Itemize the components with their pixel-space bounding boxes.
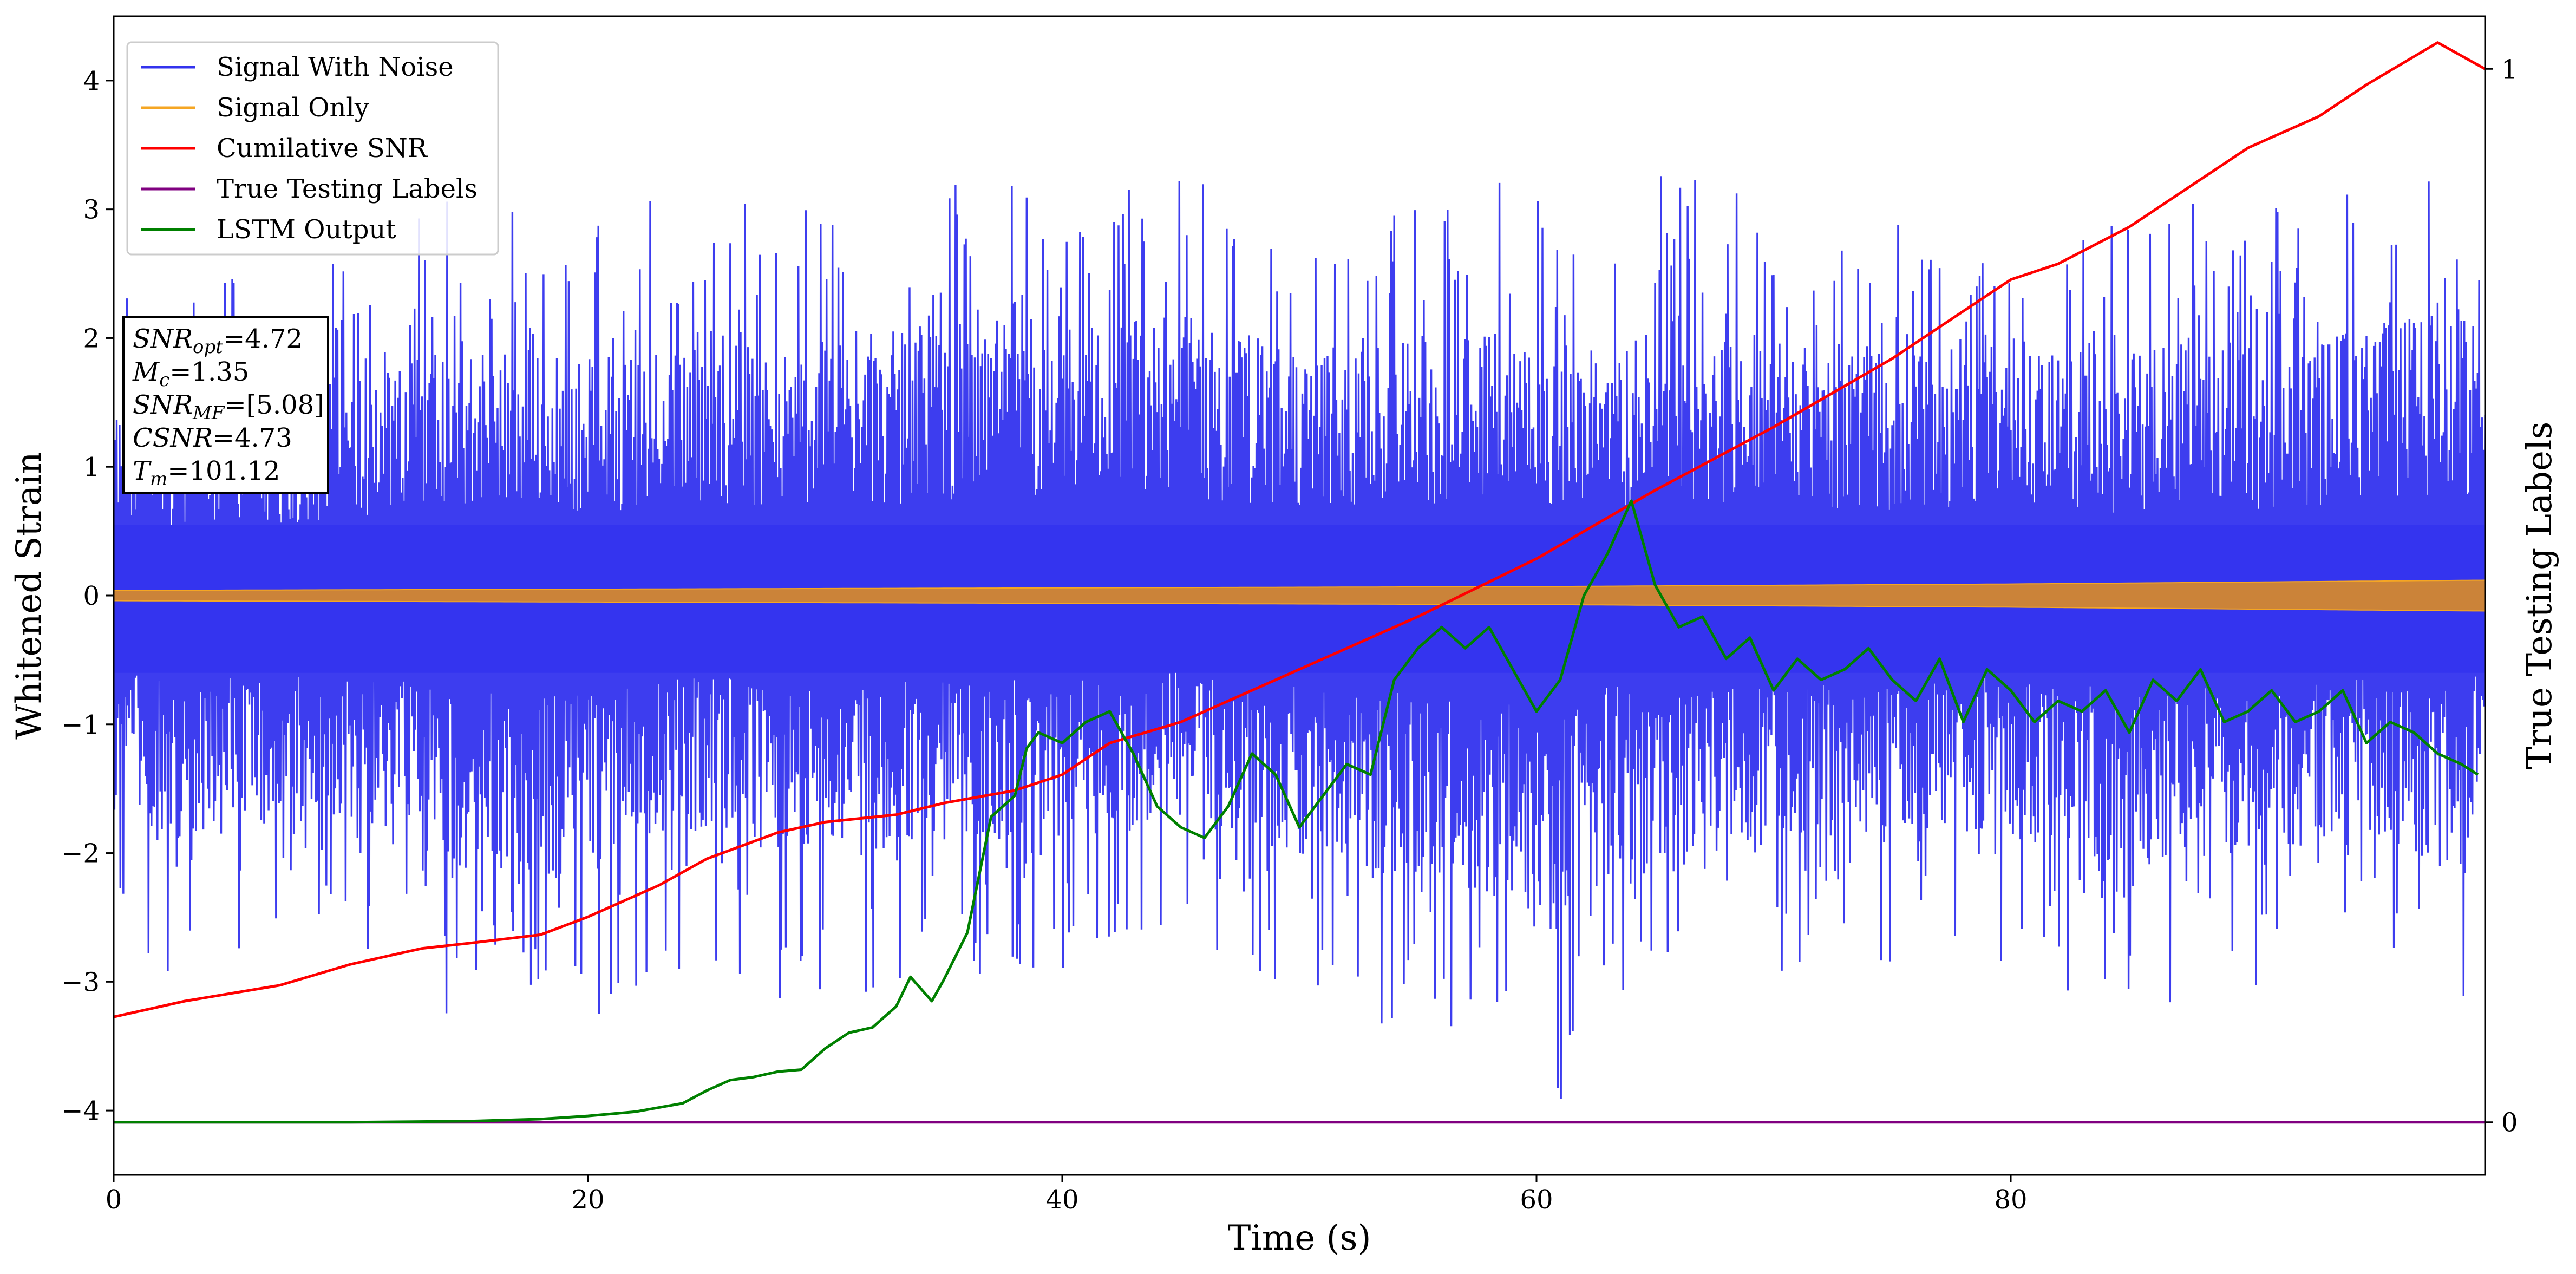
legend-label: Signal With Noise [217,52,454,82]
legend: Signal With Noise Signal Only Cumilative S… [126,41,499,256]
y2-tick-label: 1 [2501,54,2518,84]
x-axis-label: Time (s) [1228,1218,1371,1258]
x-tick-label: 60 [1520,1185,1553,1215]
lstm-output-line [114,499,2479,1124]
x-tick-label: 40 [1045,1185,1078,1215]
annotation-line: CSNR=4.73 [133,423,292,453]
legend-label: LSTM Output [217,214,396,245]
y-tick-label: 4 [83,66,100,96]
lines-layer [113,41,2486,1124]
legend-label: Cumilative SNR [217,133,428,164]
legend-box [126,41,499,256]
x-tick-label: 80 [1994,1185,2027,1215]
x-tick-label: 20 [571,1185,604,1215]
y-tick-label: 0 [83,581,100,611]
annotation-line: SNRopt=4.72 [133,324,303,358]
y-tick-label: 2 [83,323,100,354]
cumilative-snr-line [113,41,2486,1018]
annotation-line: Tm=101.12 [133,456,280,490]
annotation-frame [122,316,329,494]
y-tick-label: −1 [61,710,100,740]
y-tick-label: −4 [61,1096,100,1126]
legend-label: True Testing Labels [217,174,478,204]
y-tick-label: −2 [61,839,100,869]
y2-tick-label: 0 [2501,1108,2518,1138]
annotation-line: SNRMF=[5.08] [133,390,324,424]
legend-label: Signal Only [217,93,369,123]
y2-axis-label: True Testing Labels [2520,422,2560,770]
x-tick-label: 0 [106,1185,122,1215]
annotation-line: Mc=1.35 [132,357,249,391]
annotation-box: SNRopt=4.72Mc=1.35SNRMF=[5.08]CSNR=4.73T… [122,316,329,494]
y-tick-label: −3 [61,967,100,997]
y-tick-label: 1 [83,452,100,482]
y-tick-label: 3 [83,195,100,225]
y-axis-label: Whitened Strain [9,452,49,739]
